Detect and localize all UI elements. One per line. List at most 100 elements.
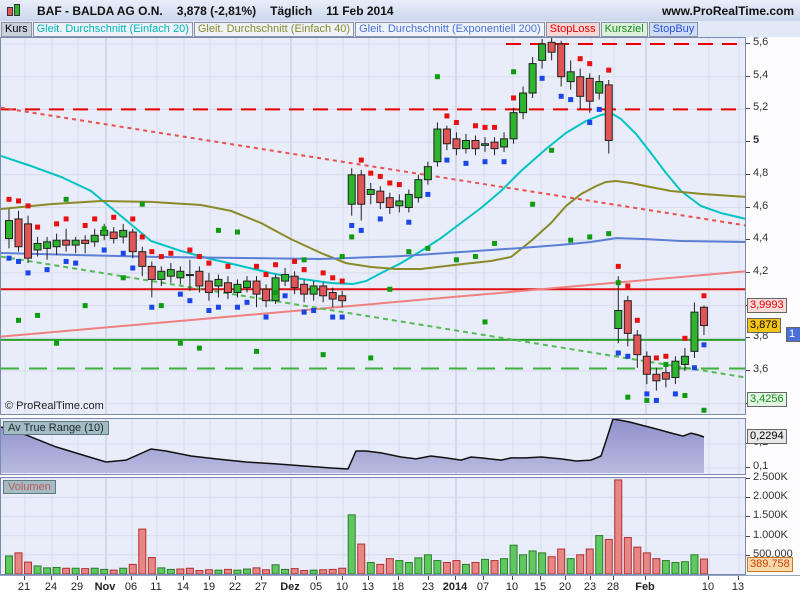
stopbuy-marker bbox=[539, 75, 545, 81]
trendline bbox=[1, 106, 745, 227]
date-tick bbox=[540, 576, 541, 580]
volume-pane-label[interactable]: Volumen bbox=[3, 480, 56, 494]
stopbuy-marker bbox=[406, 219, 412, 225]
candle-body bbox=[43, 241, 52, 249]
date-tick bbox=[183, 576, 184, 580]
stopbuy-marker bbox=[444, 157, 450, 163]
stopbuy-marker bbox=[301, 309, 307, 315]
candle-body bbox=[24, 223, 33, 259]
price-chart-pane[interactable]: © ProRealTime.com bbox=[0, 37, 746, 415]
atr-axis[interactable]: 0,20,10,2294 bbox=[746, 418, 800, 475]
time-axis[interactable]: 21 24 29 Nov 06 11 14 19 22 27 Dez 05 10 13 18 23 2014 07… bbox=[0, 575, 800, 600]
axis-tick bbox=[746, 478, 750, 479]
legend-bar: Kurs Gleit. Durchschnitt (Einfach 20) Gle… bbox=[0, 21, 800, 37]
stoploss-marker bbox=[453, 119, 459, 125]
stoploss-marker bbox=[396, 182, 402, 188]
date-label: 19 bbox=[202, 581, 216, 593]
stoploss-marker bbox=[387, 180, 393, 186]
legend-item-0[interactable]: Gleit. Durchschnitt (Einfach 20) bbox=[32, 21, 193, 37]
price-axis[interactable]: 5,65,45,254,84,64,44,243,83,63,43,999313… bbox=[746, 36, 800, 415]
candle-body bbox=[243, 280, 251, 289]
stoploss-marker bbox=[492, 124, 498, 130]
legend-item-4[interactable]: Kursziel bbox=[600, 21, 648, 37]
volume-bar bbox=[14, 552, 23, 574]
price-chart-canvas[interactable] bbox=[1, 38, 745, 414]
candle-body bbox=[557, 43, 566, 78]
stopbuy-marker bbox=[282, 293, 288, 299]
volume-bar bbox=[519, 554, 528, 574]
stopbuy-marker bbox=[63, 258, 69, 264]
volume-bar bbox=[176, 568, 185, 574]
axis-tick bbox=[746, 43, 750, 44]
volume-bar bbox=[81, 568, 90, 574]
volume-pane[interactable]: Volumen bbox=[0, 477, 746, 575]
stopbuy-marker bbox=[358, 227, 364, 233]
legend-item-3[interactable]: StopLoss bbox=[545, 21, 600, 37]
kursziel-marker bbox=[511, 69, 517, 75]
price-legend-box[interactable]: Kurs bbox=[1, 21, 32, 37]
atr-canvas[interactable] bbox=[1, 419, 745, 474]
volume-canvas[interactable] bbox=[1, 478, 745, 574]
legend-item-2[interactable]: Gleit. Durchschnitt (Exponentiell 200) bbox=[355, 21, 545, 37]
stopbuy-marker bbox=[425, 191, 431, 197]
legend-item-5[interactable]: StopBuy bbox=[648, 21, 699, 37]
date-tick bbox=[342, 576, 343, 580]
volume-bar bbox=[671, 561, 680, 574]
candle-body bbox=[547, 41, 556, 53]
volume-bar bbox=[471, 561, 480, 574]
legend-item-1[interactable]: Gleit. Durchschnitt (Einfach 40) bbox=[193, 21, 355, 37]
candle-body bbox=[33, 242, 42, 251]
candle-body bbox=[423, 166, 432, 181]
signal-markers-layer bbox=[6, 56, 707, 413]
candle-body bbox=[233, 283, 242, 294]
candle-body bbox=[138, 251, 147, 267]
volume-bar bbox=[157, 567, 166, 574]
date-tick bbox=[24, 576, 25, 580]
price-tick-label: 4,6 bbox=[753, 199, 769, 212]
atr-value-box: 0,2294 bbox=[747, 428, 787, 444]
stoploss-marker bbox=[682, 335, 688, 341]
price-tick-label: 4,4 bbox=[753, 232, 769, 245]
candle-body bbox=[395, 200, 404, 207]
kursziel-marker bbox=[387, 286, 393, 292]
sma20-line bbox=[1, 111, 745, 286]
candle-body bbox=[128, 231, 137, 253]
volume-bar bbox=[509, 544, 518, 574]
date-tick bbox=[398, 576, 399, 580]
instrument-title: BAF - BALDA AG O.N. bbox=[37, 3, 163, 18]
volume-bar bbox=[100, 568, 109, 574]
volume-bar bbox=[271, 564, 280, 574]
date-label: 06 bbox=[124, 581, 138, 593]
price-tick-label: 4,8 bbox=[753, 166, 769, 179]
stopbuy-marker bbox=[463, 160, 469, 166]
volume-bar bbox=[166, 568, 175, 574]
candle-body bbox=[528, 63, 537, 94]
atr-pane-label[interactable]: Av True Range (10) bbox=[3, 421, 109, 435]
date-tick bbox=[261, 576, 262, 580]
stopbuy-marker bbox=[596, 106, 602, 112]
date-label: 18 bbox=[391, 581, 405, 593]
kursziel-marker bbox=[368, 355, 374, 361]
stoploss-marker bbox=[330, 275, 336, 281]
volume-bar bbox=[119, 567, 128, 574]
date-label: 10 bbox=[505, 581, 519, 593]
date-label: 27 bbox=[254, 581, 268, 593]
candle-body bbox=[328, 292, 337, 300]
candle-body bbox=[690, 311, 699, 352]
stoploss-marker bbox=[292, 258, 298, 264]
stoploss-marker bbox=[130, 216, 136, 222]
volume-axis[interactable]: 2.500K 2.000K 1.500K 1.000K 500.000 389.758 bbox=[746, 471, 800, 575]
date-tick bbox=[368, 576, 369, 580]
date-label: 14 bbox=[176, 581, 190, 593]
candle-body bbox=[490, 141, 499, 150]
candle-body bbox=[214, 278, 223, 287]
candle-body bbox=[119, 229, 128, 238]
date-tick bbox=[455, 576, 456, 580]
date-tick bbox=[51, 576, 52, 580]
volume-bar bbox=[357, 543, 366, 574]
atr-indicator-pane[interactable]: Av True Range (10) bbox=[0, 418, 746, 475]
stopbuy-marker bbox=[501, 159, 507, 165]
stopbuy-marker bbox=[73, 260, 79, 266]
price-level-box-0: 3,9993 bbox=[747, 297, 787, 313]
candle-body bbox=[500, 138, 509, 148]
